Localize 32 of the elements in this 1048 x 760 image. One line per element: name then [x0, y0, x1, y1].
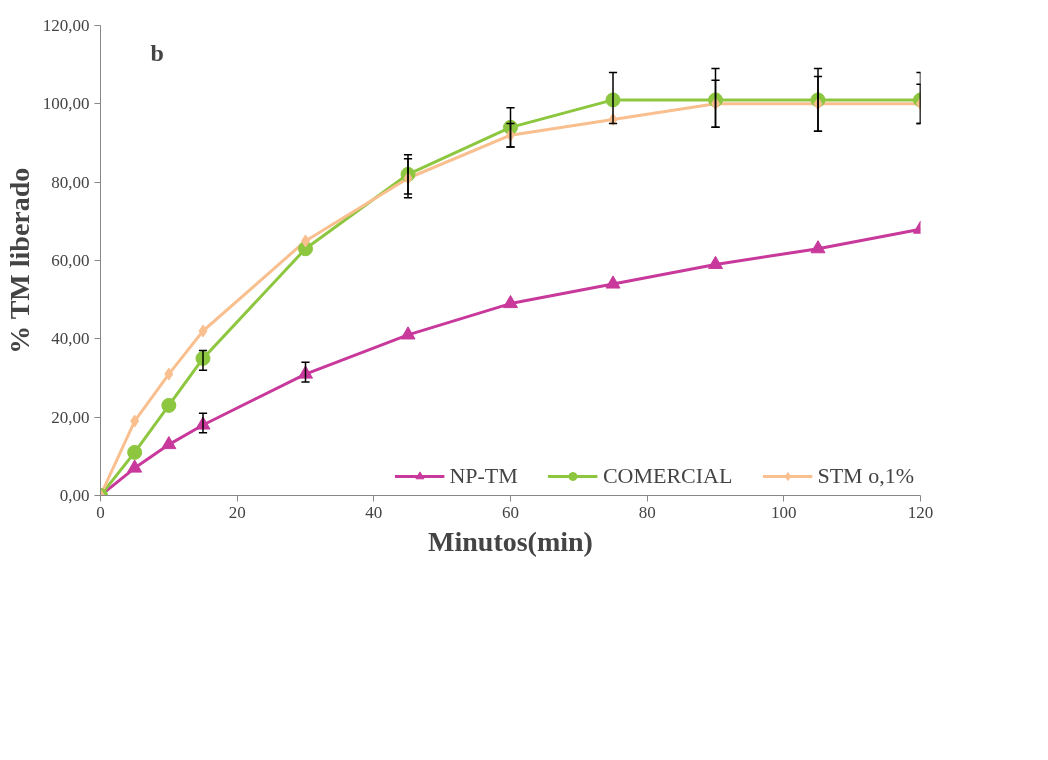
point: [708, 255, 723, 269]
x-tick-label: 80: [638, 502, 656, 522]
y-tick-label: 120,00: [42, 16, 90, 35]
x-tick-label: 20: [228, 502, 246, 522]
point: [161, 397, 177, 413]
point: [161, 436, 177, 450]
point: [127, 444, 143, 460]
point: [503, 295, 518, 309]
legend-label: COMERCIAL: [602, 463, 733, 489]
y-tick-label: 60,00: [51, 251, 90, 270]
annotation: b: [150, 39, 164, 66]
y-tick-label: 40,00: [51, 329, 90, 349]
point: [810, 240, 826, 254]
point: [605, 275, 621, 289]
point: [130, 414, 140, 428]
y-tick-label: 0,00: [59, 486, 90, 505]
legend-label: NP-TM: [449, 463, 518, 489]
y-axis-title: % TM liberado: [3, 167, 35, 354]
point: [127, 459, 143, 473]
point: [198, 324, 208, 338]
point: [400, 326, 416, 340]
x-axis-title: Minutos(min): [428, 525, 593, 557]
legend-label: STM o,1%: [817, 463, 914, 489]
x-tick-label: 60: [502, 502, 519, 522]
point: [164, 367, 174, 381]
x-tick-label: 100: [771, 502, 797, 522]
y-tick-label: 80,00: [51, 172, 90, 192]
x-tick-label: 0: [96, 502, 105, 522]
x-tick-label: 120: [907, 502, 934, 522]
y-tick-label: 20,00: [51, 407, 90, 427]
y-tick-label: 100,00: [42, 94, 90, 114]
x-tick-label: 40: [365, 502, 383, 522]
